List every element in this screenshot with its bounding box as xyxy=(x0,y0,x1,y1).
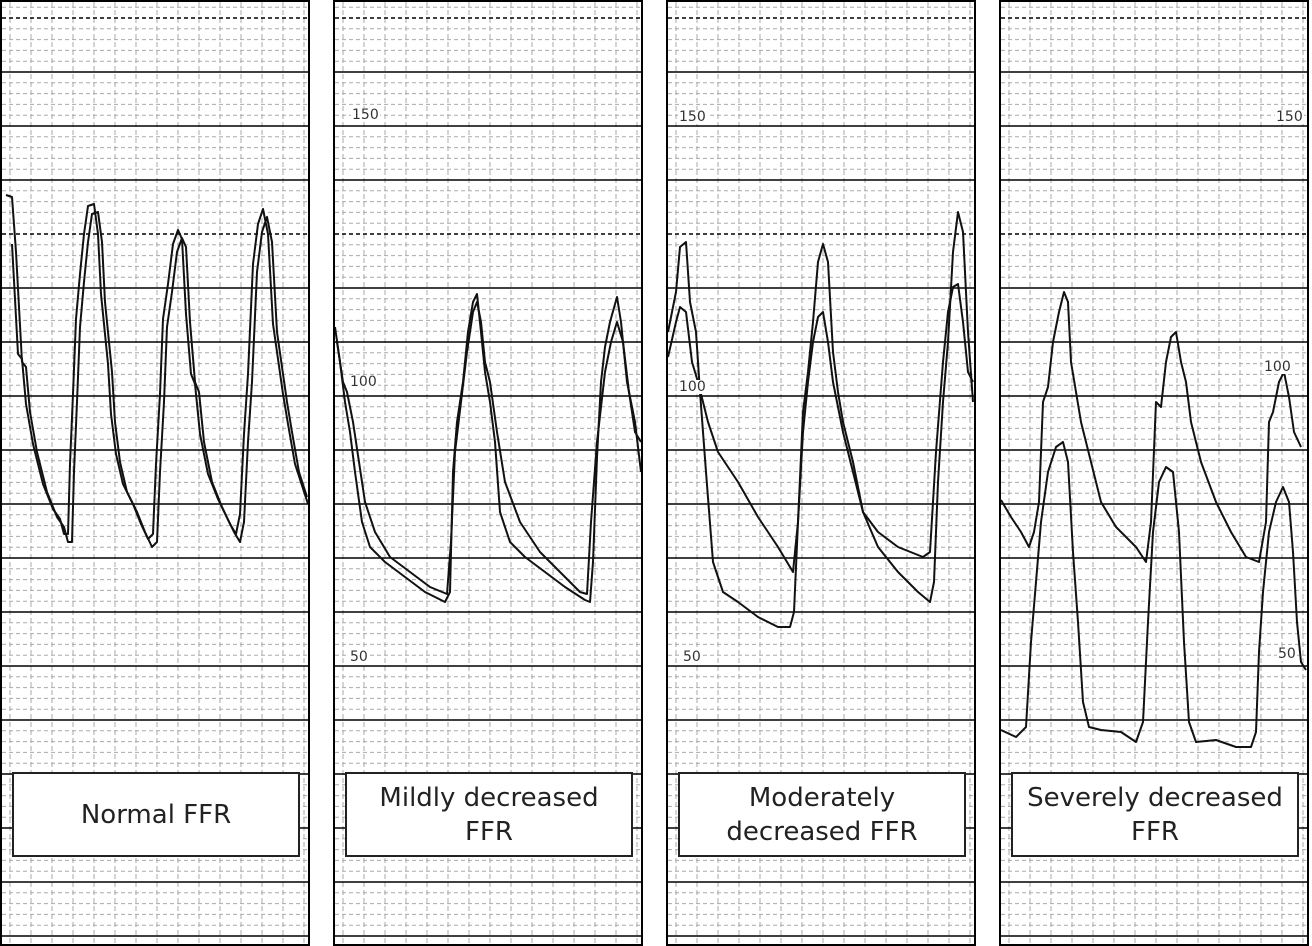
trace xyxy=(668,211,974,628)
panel-label: FFR xyxy=(465,816,513,847)
scale-label: 50 xyxy=(349,649,369,665)
scale-label: 150 xyxy=(1275,109,1304,125)
trace xyxy=(1001,441,1307,748)
panel-label: Normal FFR xyxy=(80,799,232,830)
label-box: Mildly decreased FFR xyxy=(345,772,633,857)
label-box: Normal FFR xyxy=(12,772,300,857)
trace xyxy=(336,301,641,595)
scale-label: 100 xyxy=(349,374,378,390)
scale-label: 100 xyxy=(1263,359,1292,375)
plot xyxy=(1001,2,1307,944)
panel: Normal FFR xyxy=(0,0,310,946)
trace xyxy=(335,293,641,603)
panel-label: Moderately xyxy=(748,782,896,813)
scale-label: 50 xyxy=(1277,646,1297,662)
panel-label: Severely decreased xyxy=(1027,782,1283,813)
trace xyxy=(1001,291,1302,563)
scale-label: 150 xyxy=(678,109,707,125)
label-box: Severely decreased FFR xyxy=(1011,772,1299,857)
panel: Severely decreased FFR 150 100 50 xyxy=(999,0,1309,946)
trace xyxy=(668,283,974,573)
panel: Mildly decreased FFR 150 100 50 xyxy=(333,0,643,946)
panel-label: Mildly decreased xyxy=(379,782,599,813)
panel-label: decreased FFR xyxy=(726,816,918,847)
panel-label: FFR xyxy=(1131,816,1179,847)
scale-label: 50 xyxy=(682,649,702,665)
label-box: Moderately decreased FFR xyxy=(678,772,966,857)
scale-label: 150 xyxy=(351,107,380,123)
panel: Moderately decreased FFR 150 100 50 xyxy=(666,0,976,946)
scale-label: 100 xyxy=(678,379,707,395)
trace xyxy=(11,203,308,540)
